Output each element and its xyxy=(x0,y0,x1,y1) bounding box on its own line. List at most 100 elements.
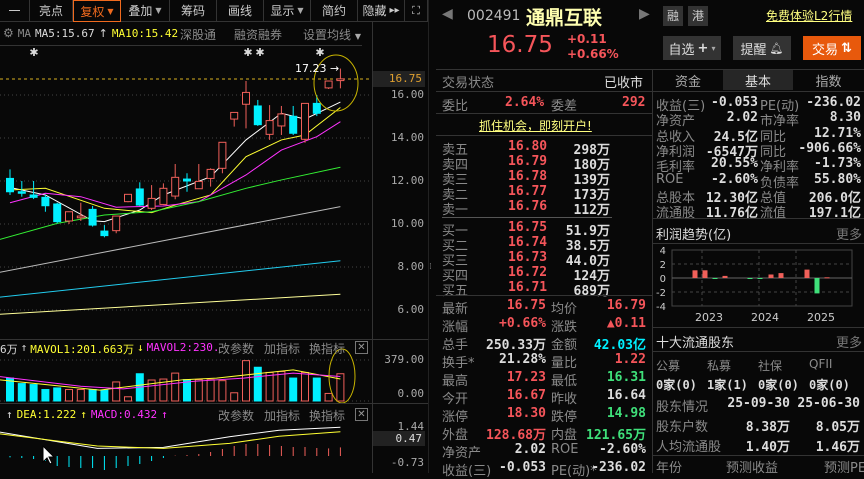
candle-body xyxy=(147,197,156,209)
level-price[interactable]: 16.79 xyxy=(508,154,548,169)
candle-body xyxy=(265,120,274,135)
volume-bar xyxy=(183,379,191,402)
set-ma-dropdown[interactable]: 设置均线 ▼ xyxy=(303,26,361,43)
level-volume: 298万 xyxy=(573,143,610,158)
close-volume-panel[interactable]: ✕ xyxy=(355,341,368,354)
toolbar-label: 复权 xyxy=(80,4,105,19)
stat-value: -0.053 xyxy=(499,460,546,475)
price-chart[interactable]: ✱ ✱ ✱ ✱ xyxy=(0,0,372,473)
candle-body xyxy=(65,211,73,222)
prev-stock-button[interactable]: ◀ xyxy=(442,6,453,22)
level-label: 卖五 xyxy=(442,143,469,158)
macd-legend: ↑ DEA:1.222 ↑ MACD:0.432 ↑ xyxy=(6,408,168,421)
gear-icon[interactable]: ⚙ xyxy=(3,26,14,40)
volume-bar xyxy=(265,371,274,402)
holder-row-value: 8.05万 xyxy=(815,420,860,435)
volume-bar xyxy=(230,392,239,402)
profit-trend-more[interactable]: 更多 xyxy=(836,228,863,243)
toolbar-button-7[interactable]: 简约 xyxy=(311,0,358,22)
tab-basics[interactable]: 基本 xyxy=(723,70,793,90)
high-marker: 17.23 → xyxy=(295,62,339,75)
price-axis-tick: 10.00 xyxy=(390,217,424,230)
close-macd-panel[interactable]: ✕ xyxy=(355,408,368,421)
level-price[interactable]: 16.75 xyxy=(508,220,548,235)
level-price[interactable]: 16.77 xyxy=(508,184,548,199)
toolbar-button-5[interactable]: 画线 xyxy=(217,0,264,22)
toolbar-button-2[interactable]: 复权 ▼ xyxy=(73,0,121,22)
open-account-promo[interactable]: 抓住机会，即刻开户! xyxy=(479,119,592,133)
trade-label: 交易 xyxy=(812,42,839,58)
level-volume: 44.0万 xyxy=(565,254,610,269)
toolbar-button-3[interactable]: 叠加 ▼ xyxy=(121,0,170,22)
fund-label: 净资产 xyxy=(656,114,696,130)
forecast-eps-header: 预测收益 xyxy=(726,461,779,476)
fund-label: 毛利率 xyxy=(656,160,696,176)
stat-label: 昨收 xyxy=(551,392,578,407)
fund-label: PE(动) xyxy=(760,99,800,114)
level-price[interactable]: 16.76 xyxy=(508,199,548,214)
profit-bar xyxy=(722,275,728,278)
toolbar-button-4[interactable]: 筹码 xyxy=(170,0,217,22)
vol-edit-params[interactable]: 改参数 xyxy=(218,342,255,356)
highlight-circle xyxy=(313,54,359,112)
toolbar-button-0[interactable]: 一 xyxy=(0,0,30,22)
volume-bar xyxy=(88,389,97,402)
holder-category: 公募 xyxy=(656,359,681,373)
stat-label: 今开 xyxy=(442,392,469,407)
toolbar-button-8[interactable]: 隐藏 ▸▸ xyxy=(358,0,405,22)
candle-body xyxy=(289,115,298,134)
holders-more[interactable]: 更多 xyxy=(836,336,863,351)
level-price[interactable]: 16.72 xyxy=(508,265,548,280)
fund-value: -906.66% xyxy=(798,140,861,156)
volume-axis-tick: 379.00 xyxy=(384,353,424,366)
volume-legend: 6万 ↑ MAVOL1:201.663万 ↓ MAVOL2:230. xyxy=(0,341,219,357)
ma-line xyxy=(9,107,341,214)
alert-button[interactable]: 提醒 🔔︎ xyxy=(733,36,791,60)
macd-switch-indicator[interactable]: 换指标 xyxy=(309,409,346,423)
stat-label: 涨幅 xyxy=(442,320,469,335)
last-price: 16.75 xyxy=(487,32,553,58)
tab-funds[interactable]: 资金 xyxy=(653,70,723,90)
link-sgt[interactable]: 深股通 xyxy=(180,28,217,42)
price-axis-tick: 6.00 xyxy=(397,303,425,316)
stat-label: 净资产 xyxy=(442,446,482,461)
l2-trial-link[interactable]: 免费体验L2行情 xyxy=(766,9,853,23)
link-margin[interactable]: 融资融券 xyxy=(234,28,283,42)
level-label: 买五 xyxy=(442,284,469,299)
ma-label: MA xyxy=(17,26,32,40)
level-price[interactable]: 16.74 xyxy=(508,235,548,250)
alert-label: 提醒 xyxy=(740,42,767,58)
vol-add-indicator[interactable]: 加指标 xyxy=(264,342,301,356)
fund-label: 总收入 xyxy=(656,129,696,145)
fund-label: 收益(三) xyxy=(656,99,706,114)
profit-y-tick: 4 xyxy=(660,246,666,257)
fullscreen-button[interactable]: ⛶ xyxy=(405,0,428,22)
macd-add-indicator[interactable]: 加指标 xyxy=(264,409,301,423)
tab-index[interactable]: 指数 xyxy=(793,70,864,90)
level-label: 卖四 xyxy=(442,158,469,173)
level-price[interactable]: 16.80 xyxy=(508,139,548,154)
ma-line xyxy=(0,166,341,240)
next-stock-button[interactable]: ▶ xyxy=(639,6,650,22)
scroll-handle[interactable]: ⁞ xyxy=(429,262,432,272)
level-price[interactable]: 16.73 xyxy=(508,250,548,265)
fund-value: 11.76亿 xyxy=(705,206,758,222)
bell-icon: 🔔︎ xyxy=(769,41,784,55)
profit-bar xyxy=(824,277,830,279)
add-watchlist-button[interactable]: 自选 + ▾ xyxy=(663,36,721,60)
level-volume: 180万 xyxy=(573,158,610,173)
trade-button[interactable]: 交易 ⇅ xyxy=(803,36,861,60)
toolbar-button-1[interactable]: 亮点 xyxy=(30,0,73,22)
holder-row-label: 股东情况 xyxy=(656,400,709,415)
candle-body xyxy=(194,180,203,190)
volume-bar xyxy=(147,379,156,402)
candle-body xyxy=(171,176,180,197)
vol-switch-indicator[interactable]: 换指标 xyxy=(309,342,346,356)
up-arrow-icon: ↑ xyxy=(80,408,87,421)
level-volume: 112万 xyxy=(573,203,610,218)
level-price[interactable]: 16.78 xyxy=(508,169,548,184)
level-label: 买三 xyxy=(442,254,469,269)
toolbar-button-6[interactable]: 显示 ▼ xyxy=(264,0,311,22)
macd-edit-params[interactable]: 改参数 xyxy=(218,409,255,423)
level-price[interactable]: 16.71 xyxy=(508,280,548,295)
